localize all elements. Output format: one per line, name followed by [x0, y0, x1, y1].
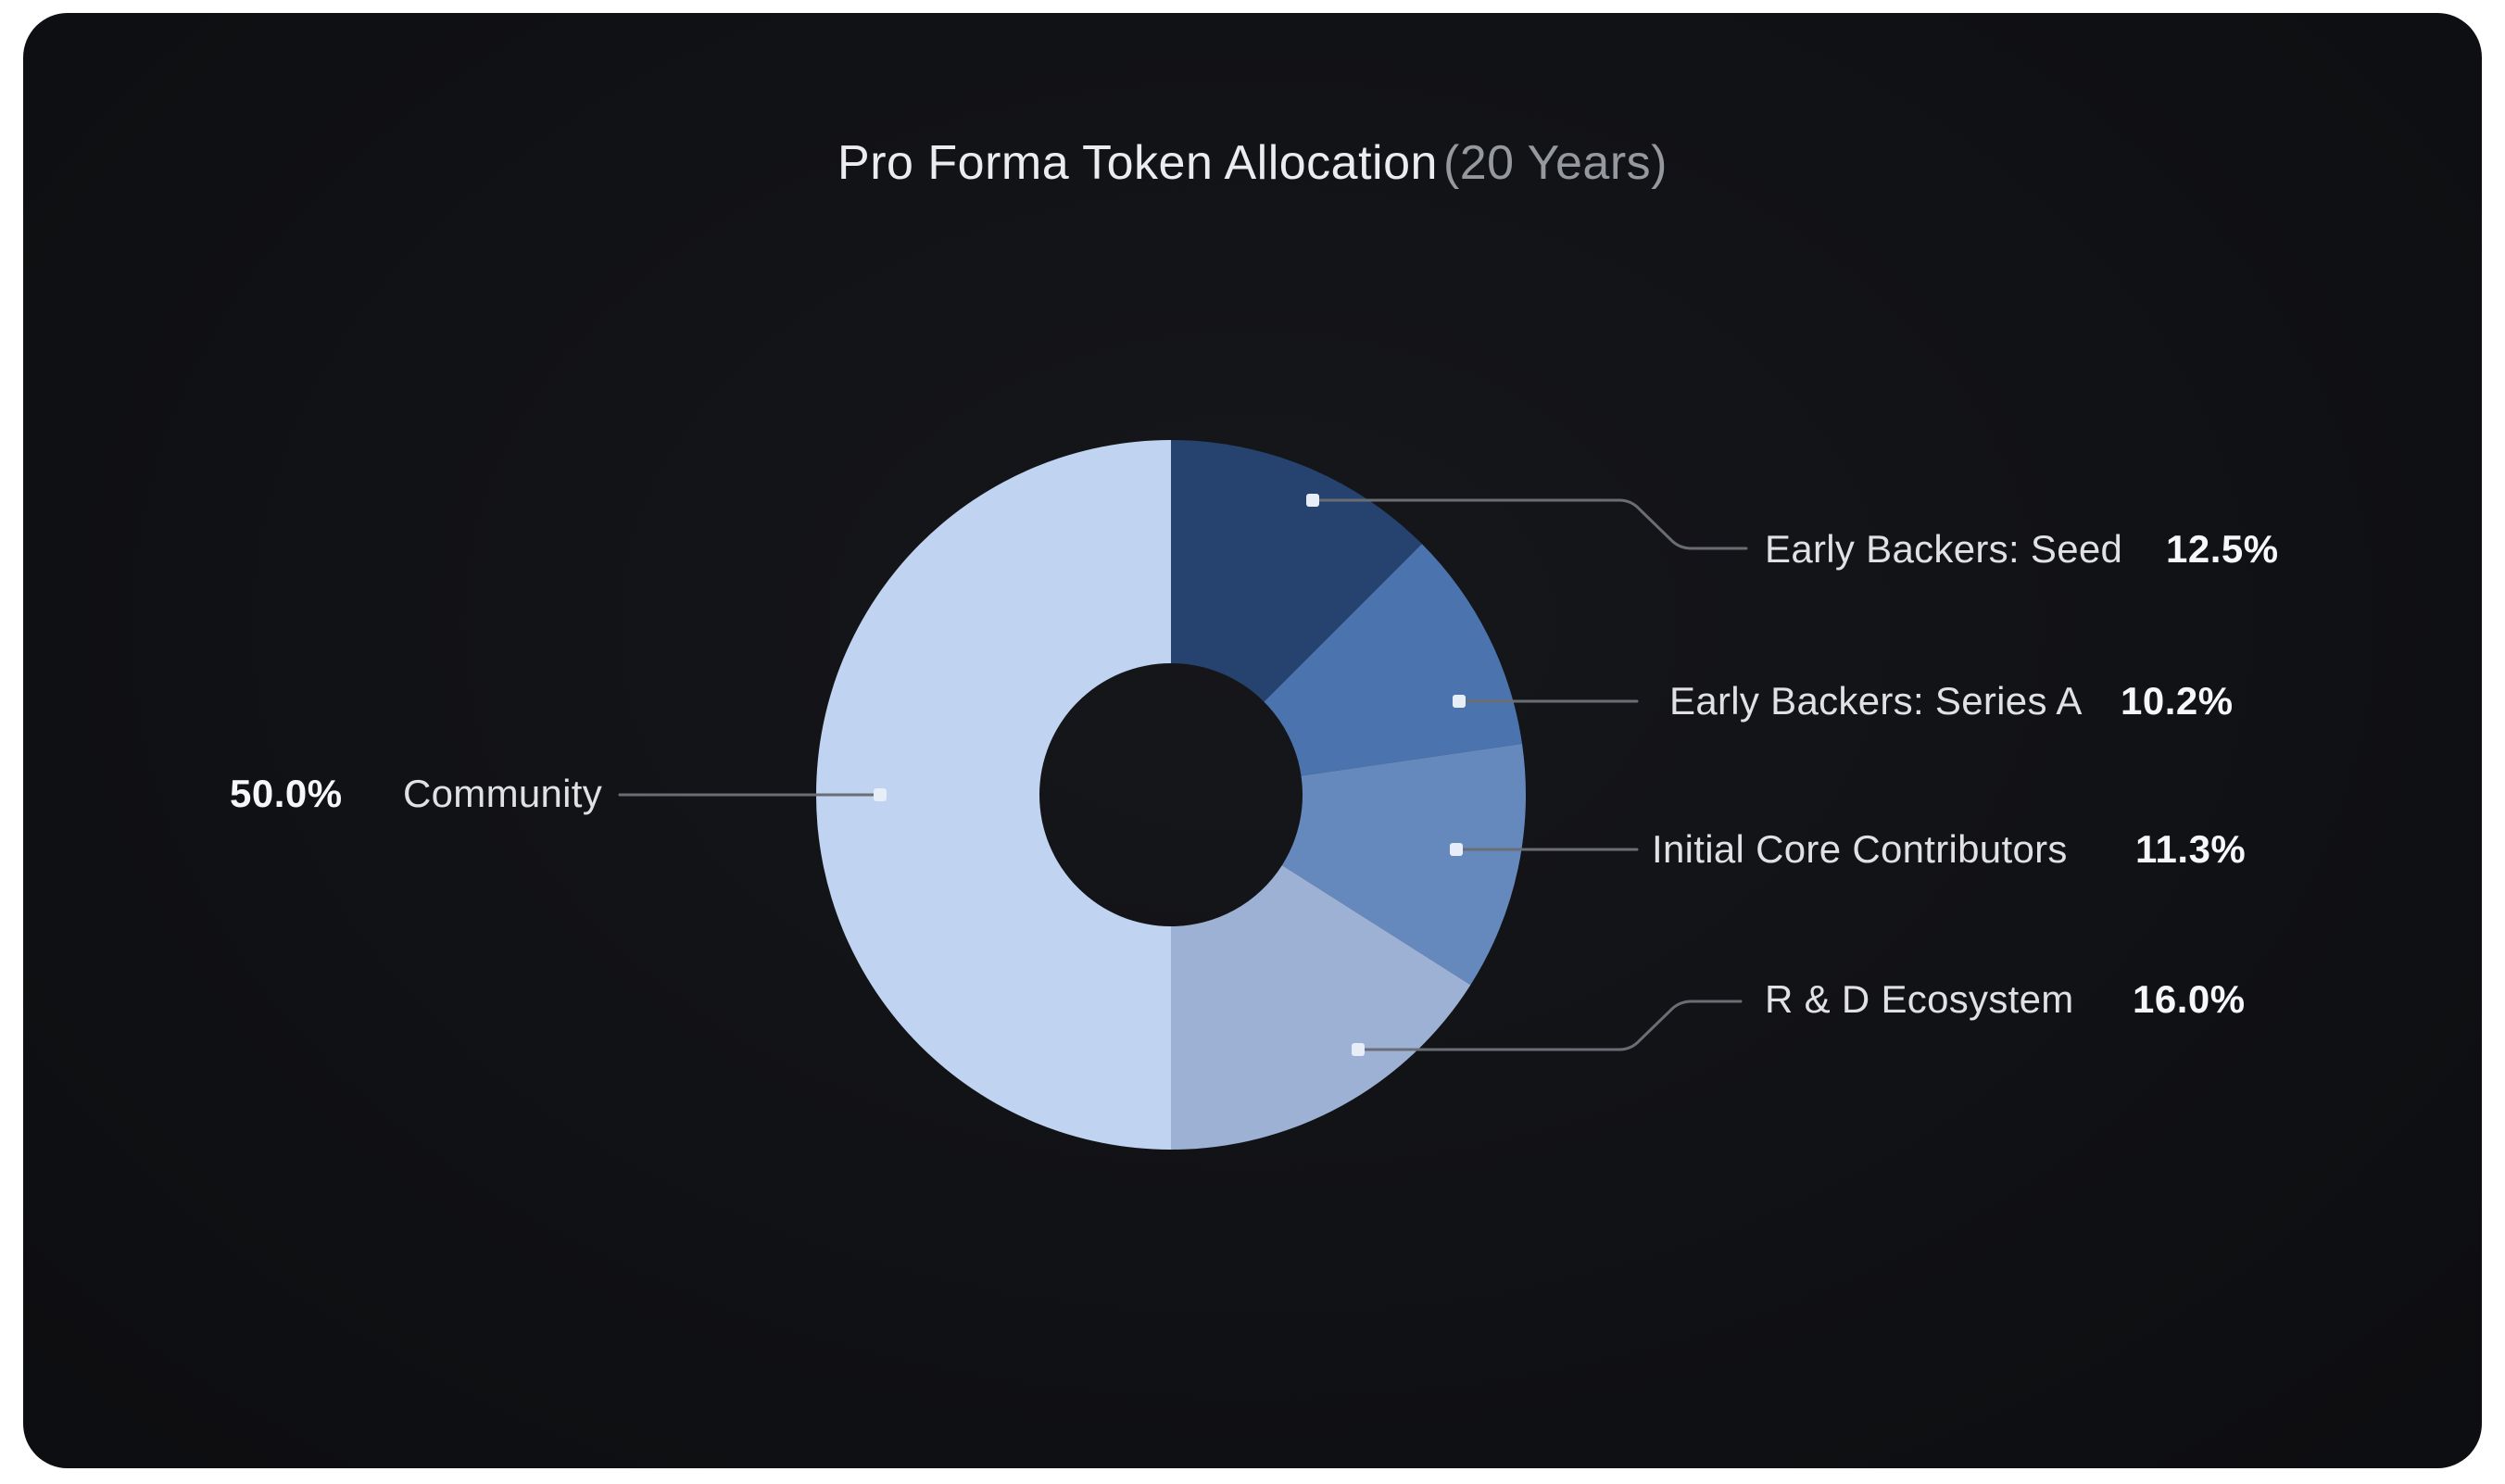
leader-dot-early-backers-seed	[1306, 494, 1319, 507]
leader-dot-r-d-ecosystem	[1352, 1043, 1365, 1056]
leader-dot-early-backers-series-a	[1453, 695, 1466, 708]
leader-line-r-d-ecosystem	[1356, 1000, 1743, 1051]
segment-label: Initial Core Contributors	[1652, 827, 2068, 872]
segment-percentage: 11.3%	[2135, 827, 2247, 872]
donut-slice-early-backers-series-a	[1264, 544, 1523, 776]
segment-label: Early Backers: Series A	[1669, 679, 2083, 723]
leader-dot-initial-core-contributors	[1450, 843, 1463, 856]
donut-slice-community	[816, 440, 1171, 1150]
leader-line-early-backers-seed	[1311, 498, 1748, 550]
donut-slice-r-d-ecosystem	[1171, 865, 1471, 1150]
leader-dot-community	[874, 788, 887, 801]
segment-label: R & D Ecosystem	[1765, 977, 2074, 1022]
chart-title-main: Pro Forma Token Allocation	[837, 136, 1438, 190]
segment-label: Community	[403, 772, 603, 816]
segment-percentage: 50.0%	[230, 772, 343, 816]
segment-percentage: 16.0%	[2133, 977, 2246, 1022]
chart-title-suffix: (20 Years)	[1442, 136, 1668, 190]
donut-slice-early-backers-seed	[1171, 440, 1422, 702]
chart-title: Pro Forma Token Allocation (20 Years)	[0, 137, 2505, 189]
chart-card	[23, 13, 2482, 1468]
segment-percentage: 10.2%	[2121, 679, 2234, 723]
segment-label: Early Backers: Seed	[1765, 527, 2123, 572]
segment-percentage: 12.5%	[2166, 527, 2279, 572]
donut-slice-initial-core-contributors	[1281, 743, 1527, 986]
